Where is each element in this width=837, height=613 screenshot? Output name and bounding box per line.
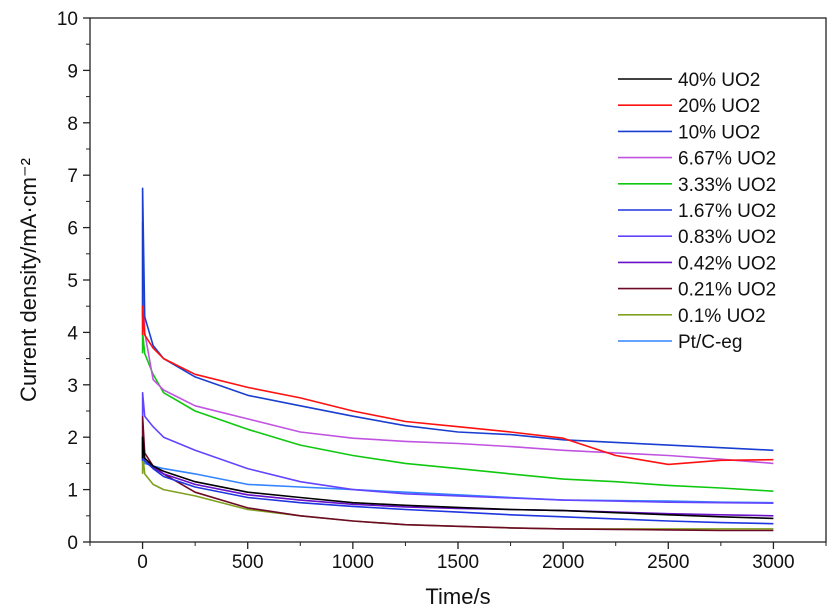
legend-label: 40% UO2 — [678, 70, 760, 91]
y-tick-label: 10 — [57, 9, 78, 30]
y-tick-label: 3 — [67, 376, 78, 397]
legend-item: 3.33% UO2 — [618, 175, 776, 196]
series-line-6-67-uo2 — [141, 221, 774, 465]
y-tick-label: 9 — [67, 61, 78, 82]
legend-item: 0.1% UO2 — [618, 306, 766, 327]
series-line-40-uo2 — [141, 436, 774, 520]
x-axis-title: Time/s — [425, 584, 490, 609]
legend-label: 0.1% UO2 — [678, 306, 766, 327]
y-tick-label: 1 — [67, 481, 78, 502]
series-line-1-67-uo2 — [141, 436, 774, 525]
x-tick-label: 2000 — [542, 552, 584, 573]
legend-label: 10% UO2 — [678, 122, 760, 143]
x-tick-label: 3000 — [752, 552, 794, 573]
x-tick-label: 2500 — [647, 552, 689, 573]
x-tick-label: 1500 — [437, 552, 479, 573]
y-tick-label: 4 — [67, 323, 78, 344]
legend-label: 0.21% UO2 — [678, 280, 776, 301]
legend-item: 6.67% UO2 — [618, 149, 776, 170]
y-tick-label: 0 — [67, 533, 78, 554]
y-axis-title: Current density/mA·cm⁻² — [16, 158, 41, 402]
series-line-20-uo2 — [141, 305, 774, 466]
legend-label: 3.33% UO2 — [678, 175, 776, 196]
legend-item: Pt/C-eg — [618, 332, 742, 353]
x-tick-label: 1000 — [332, 552, 374, 573]
legend-item: 40% UO2 — [618, 70, 760, 91]
legend-item: 20% UO2 — [618, 96, 760, 117]
legend-item: 0.42% UO2 — [618, 253, 776, 274]
legend-label: 20% UO2 — [678, 96, 760, 117]
y-tick-label: 5 — [67, 271, 78, 292]
x-tick-label: 500 — [232, 552, 264, 573]
legend-item: 1.67% UO2 — [618, 201, 776, 222]
legend-label: 0.42% UO2 — [678, 253, 776, 274]
legend-label: Pt/C-eg — [678, 332, 742, 353]
series-line-0-21-uo2 — [141, 415, 774, 532]
axes-layer: 0 500 1000 1500 2000 2500 3000 0 1 2 3 4 5 6 7 8 9 10 — [57, 9, 827, 573]
y-tick-label: 6 — [67, 219, 78, 240]
series-line-10-uo2 — [141, 187, 774, 452]
legend: 40% UO2 20% UO2 10% UO2 6.67% UO2 3.33% UO2 1… — [618, 70, 776, 353]
legend-label: 1.67% UO2 — [678, 201, 776, 222]
x-tick-label: 0 — [137, 552, 148, 573]
legend-item: 10% UO2 — [618, 122, 760, 143]
legend-item: 0.83% UO2 — [618, 227, 776, 248]
legend-item: 0.21% UO2 — [618, 280, 776, 301]
series-line-3-33-uo2 — [141, 331, 774, 492]
series-line-0-83-uo2 — [141, 391, 774, 504]
legend-label: 6.67% UO2 — [678, 149, 776, 170]
y-tick-label: 7 — [67, 166, 78, 187]
y-tick-label: 2 — [67, 428, 78, 449]
series-layer — [141, 187, 774, 532]
y-tick-label: 8 — [67, 114, 78, 135]
legend-label: 0.83% UO2 — [678, 227, 776, 248]
